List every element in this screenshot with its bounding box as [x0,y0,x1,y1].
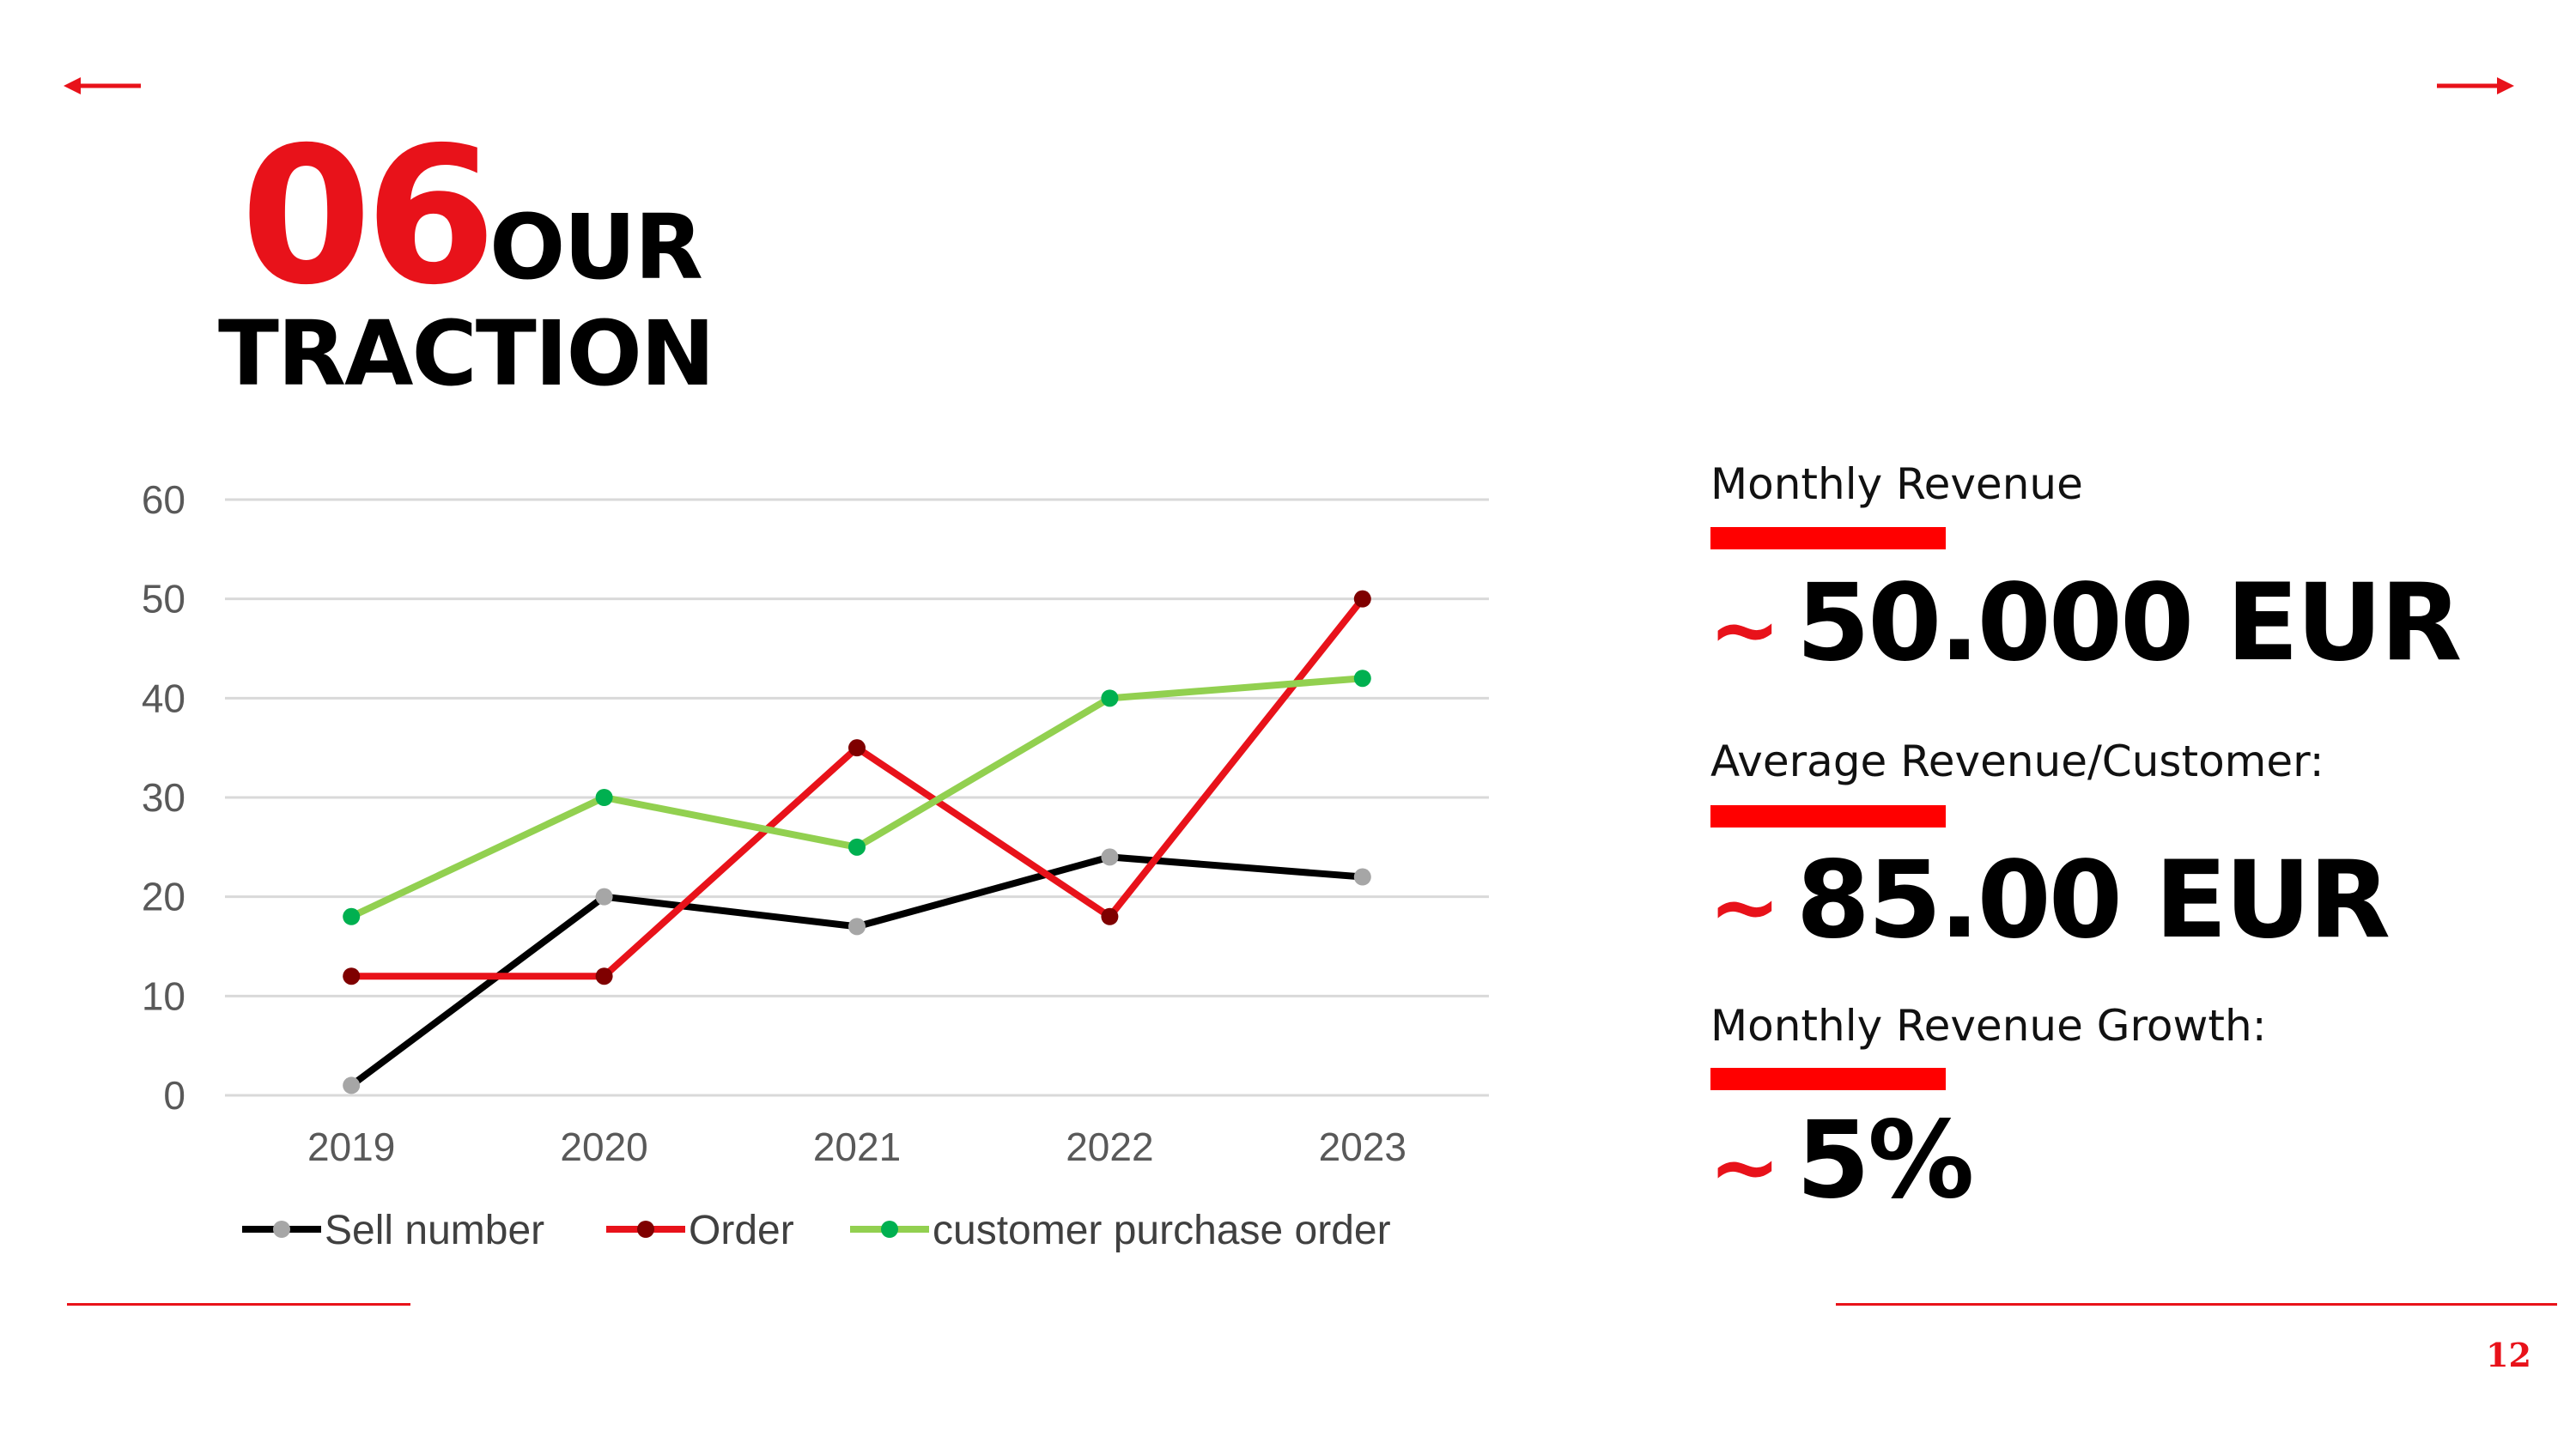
y-tick-label: 50 [142,577,185,621]
tilde-glyph: ~ [1709,857,1781,957]
page-title-line1: OUR [489,195,703,300]
series-point-0 [848,918,866,936]
metric-monthly-revenue-label: Monthly Revenue [1710,459,2083,509]
legend-label: Sell number [325,1208,544,1253]
tilde-glyph: ~ [1709,1117,1781,1217]
series-point-1 [1101,907,1119,925]
y-tick-label: 10 [142,973,185,1018]
section-number: 06 [240,106,496,326]
metric-avg-revenue-label: Average Revenue/Customer: [1710,737,2324,786]
y-tick-label: 0 [163,1073,185,1118]
metric-monthly-revenue-value: ~50.000 EUR [1709,570,2462,676]
metric-value-text: 85.00 EUR [1795,839,2391,962]
arrow-left-icon[interactable] [62,69,144,103]
x-tick-label: 2019 [307,1125,395,1169]
series-point-1 [848,739,866,757]
metric-value-text: 5% [1795,1099,1975,1222]
footer-divider-right [1836,1303,2557,1306]
y-tick-label: 40 [142,676,185,720]
page-title-line2: TRACTION [218,301,715,406]
metric-accent-bar [1710,1068,1946,1090]
legend-swatch-marker [881,1221,898,1238]
legend-label: Order [689,1208,794,1253]
y-tick-label: 60 [142,477,185,522]
y-tick-label: 20 [142,875,185,919]
y-tick-label: 30 [142,775,185,820]
traction-line-chart: 0 10 20 30 40 50 60 2019 2020 2021 2022 2023 Sell nu… [142,477,1489,1253]
series-point-1 [343,967,361,985]
series-point-2 [1353,670,1371,688]
metric-accent-bar [1710,527,1946,549]
series-point-2 [848,838,866,856]
tilde-glyph: ~ [1709,579,1781,680]
series-point-1 [1353,590,1371,608]
metric-accent-bar [1710,805,1946,828]
x-tick-label: 2021 [813,1125,901,1169]
footer-divider-left [67,1303,410,1306]
series-point-0 [595,888,613,906]
series-point-2 [595,789,613,806]
series-point-2 [1101,689,1119,707]
metric-value-text: 50.000 EUR [1795,561,2463,685]
metric-avg-revenue-value: ~85.00 EUR [1709,847,2391,957]
series-point-0 [1101,848,1119,866]
series-point-0 [343,1076,361,1094]
series-line-0 [348,853,1366,1089]
series-point-1 [595,967,613,985]
legend-swatch-marker [273,1221,290,1238]
metric-growth-value: ~5% [1709,1107,1974,1217]
x-tick-label: 2023 [1319,1125,1406,1169]
series-point-0 [1353,868,1371,886]
metric-growth-label: Monthly Revenue Growth: [1710,1001,2267,1051]
series-point-2 [343,907,361,925]
page-number: 12 [2486,1336,2531,1374]
legend-swatch-marker [637,1221,654,1238]
x-tick-label: 2022 [1066,1125,1153,1169]
x-tick-label: 2020 [560,1125,647,1169]
arrow-right-icon[interactable] [2433,69,2516,103]
legend-label: customer purchase order [933,1208,1391,1253]
